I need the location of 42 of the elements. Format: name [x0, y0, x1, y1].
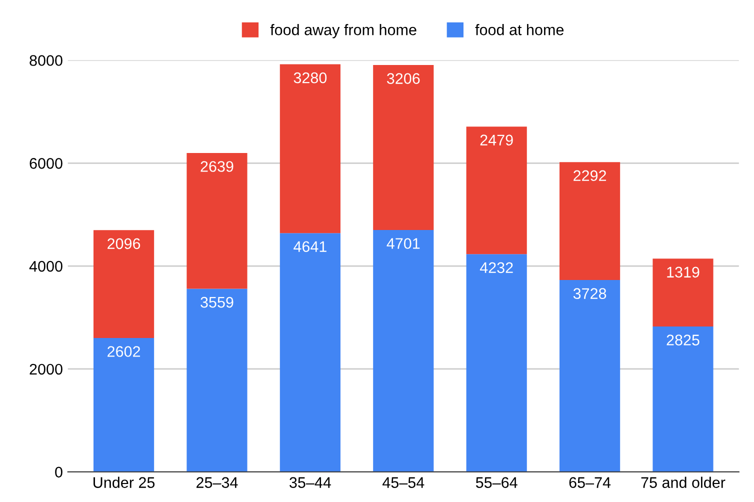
x-tick-label: Under 25	[94, 476, 155, 488]
data-label: 4701	[386, 238, 420, 249]
data-label: 2292	[574, 170, 606, 182]
x-tick-label: 55–64	[476, 477, 518, 488]
bar	[93, 338, 154, 472]
data-label: 3728	[573, 288, 606, 299]
x-tick-label: 45–54	[382, 477, 424, 488]
y-tick-label: 0	[55, 466, 62, 478]
data-label: 3206	[386, 73, 420, 84]
legend-label: food at home	[475, 24, 564, 36]
bar	[373, 65, 434, 230]
bar	[652, 326, 714, 472]
data-label: 2639	[200, 161, 234, 172]
x-tick-label: 65–74	[569, 477, 611, 488]
data-label: 2479	[480, 134, 513, 146]
bar	[186, 152, 248, 289]
y-tick-label: 4000	[29, 260, 62, 272]
bar	[186, 288, 248, 472]
data-label: 2096	[108, 238, 140, 250]
bar	[560, 162, 620, 280]
data-label: 2602	[108, 346, 140, 357]
bar	[280, 64, 340, 234]
bar	[93, 230, 154, 338]
bar	[652, 258, 714, 327]
data-label: 4232	[480, 262, 513, 274]
bar	[466, 126, 527, 254]
data-label: 2825	[666, 334, 700, 346]
data-label: 3559	[200, 296, 234, 308]
y-tick-label: 6000	[30, 158, 62, 169]
data-label: 3280	[294, 72, 327, 84]
data-label: 4641	[294, 241, 326, 252]
y-tick-label: 8000	[30, 55, 62, 66]
bar	[560, 280, 620, 472]
y-tick-label: 2000	[30, 364, 62, 375]
data-label: 1319	[667, 266, 700, 278]
x-tick-label: 25–34	[196, 477, 238, 488]
x-tick-label: 75 and older	[641, 476, 726, 488]
x-tick-label: 35–44	[290, 477, 331, 488]
bar	[373, 230, 434, 472]
legend-label: food away from home	[270, 24, 416, 38]
bar	[466, 254, 527, 472]
bar	[280, 233, 340, 472]
